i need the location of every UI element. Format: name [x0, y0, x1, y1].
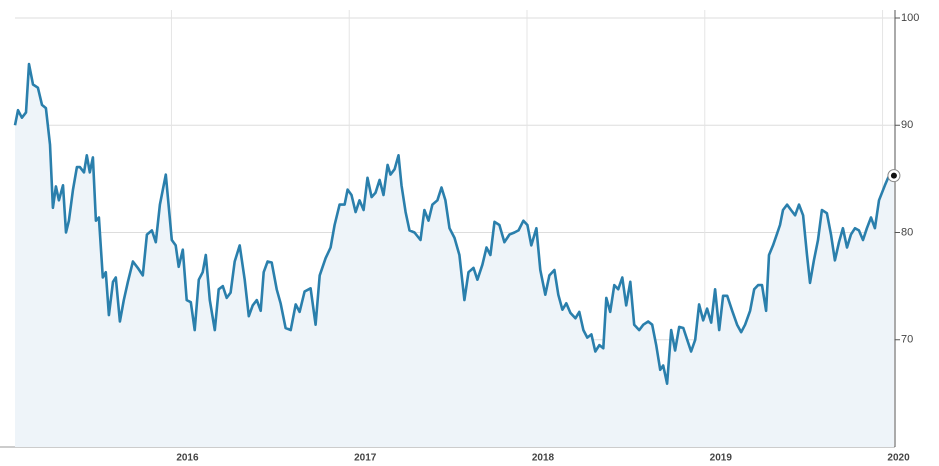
price-line [13, 62, 894, 385]
x-tick-label: 2019 [710, 453, 733, 464]
end-marker-dot [890, 172, 897, 179]
x-tick-label: 2020 [887, 453, 910, 464]
x-tick-label: 2018 [532, 453, 555, 464]
y-tick-label: 100 [901, 12, 919, 24]
y-tick-label: 90 [901, 119, 913, 131]
x-tick-label: 2017 [354, 453, 377, 464]
x-tick-label: 2016 [176, 453, 199, 464]
area-fill [15, 64, 894, 447]
y-tick-label: 80 [901, 226, 913, 238]
y-tick-label: 70 [901, 334, 913, 346]
